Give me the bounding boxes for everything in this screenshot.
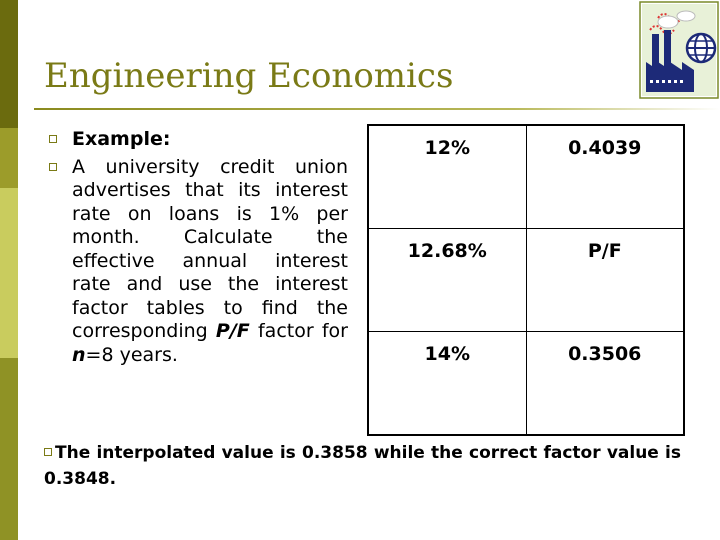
title-divider (34, 108, 720, 110)
bar-segment (0, 188, 18, 358)
factory-globe-logo-icon (639, 1, 719, 99)
bullet-list: Example: A university credit union adver… (48, 128, 348, 367)
rate-cell: 12.68% (367, 227, 527, 333)
problem-text: =8 years. (85, 343, 178, 366)
square-bullet-icon (49, 162, 57, 171)
bar-segment (0, 0, 18, 128)
table-row: 12% 0.4039 (367, 124, 685, 229)
note-text: The interpolated value is 0.3858 while t… (44, 443, 681, 489)
rate-cell: 14% (367, 331, 527, 436)
left-decorative-bar (0, 0, 18, 540)
square-bullet-icon (44, 448, 52, 456)
bar-segment (0, 358, 18, 540)
square-bullet-icon (49, 135, 57, 143)
bar-segment (0, 128, 18, 188)
interest-factor-table: 12% 0.4039 12.68% P/F 14% 0.3506 (367, 124, 685, 436)
table-row: 12.68% P/F (367, 227, 685, 333)
bullet-item-problem: A university credit union advertises tha… (48, 156, 348, 368)
problem-text: A university credit union advertises tha… (72, 155, 348, 343)
interpolation-note: The interpolated value is 0.3858 while t… (44, 440, 681, 492)
pf-notation: P/F (215, 320, 250, 342)
table-row: 14% 0.3506 (367, 331, 685, 436)
problem-text: factor for (249, 320, 348, 342)
n-variable: n (72, 343, 86, 366)
slide-title: Engineering Economics (44, 56, 454, 96)
rate-cell: 12% (367, 124, 527, 229)
value-cell: P/F (525, 227, 685, 333)
value-cell: 0.3506 (525, 331, 685, 436)
value-cell: 0.4039 (525, 124, 685, 229)
bullet-item-example: Example: (48, 128, 348, 152)
example-label: Example: (72, 128, 171, 150)
